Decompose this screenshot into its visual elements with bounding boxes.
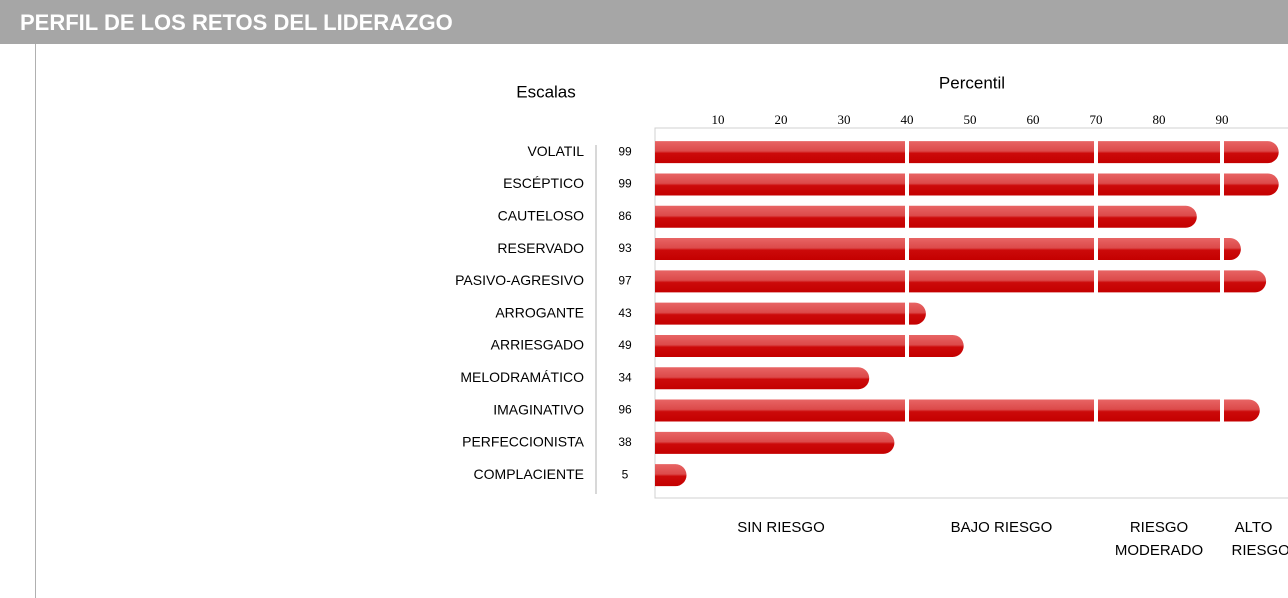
header-title: PERFIL DE LOS RETOS DEL LIDERAZGO: [0, 0, 1288, 44]
frame-line: [35, 44, 36, 598]
category-label: PERFECCIONISTA: [462, 434, 585, 450]
bar: [655, 431, 895, 454]
value-label: 99: [618, 177, 632, 191]
x-tick-label: 10: [712, 112, 725, 127]
x-tick-label: 80: [1153, 112, 1166, 127]
x-tick-label: 70: [1090, 112, 1103, 127]
value-label: 99: [618, 144, 632, 158]
x-tick-label: 60: [1027, 112, 1040, 127]
bar: [655, 238, 1241, 261]
x-tick-label: 30: [838, 112, 851, 127]
zone-label: ALTO RIESGO: [1231, 519, 1288, 559]
category-label: ESCÉPTICO: [503, 175, 584, 191]
bar: [655, 302, 926, 325]
zone-label: RIESGO MODERADO: [1114, 519, 1204, 559]
bar: [655, 464, 687, 487]
value-label: 5: [622, 467, 629, 481]
x-tick-label: 20: [775, 112, 788, 127]
value-label: 97: [618, 274, 632, 288]
bar: [655, 399, 1260, 422]
value-label: 34: [618, 370, 632, 384]
zone-label: BAJO RIESGO: [950, 519, 1053, 536]
category-label: VOLATIL: [527, 143, 584, 159]
category-label: ARROGANTE: [495, 304, 584, 320]
category-label: IMAGINATIVO: [493, 401, 584, 417]
value-label: 38: [618, 435, 632, 449]
x-tick-label: 50: [964, 112, 977, 127]
bar: [655, 334, 964, 357]
value-label: 86: [618, 209, 632, 223]
bar: [655, 270, 1267, 293]
category-label: CAUTELOSO: [498, 207, 584, 223]
bar: [655, 141, 1279, 164]
y-axis-label: Escalas: [516, 82, 576, 101]
value-label: 43: [618, 306, 632, 320]
value-label: 93: [618, 241, 632, 255]
bar: [655, 367, 870, 390]
category-label: MELODRAMÁTICO: [460, 369, 584, 385]
zone-boundary: [905, 136, 909, 492]
value-label: 49: [618, 338, 632, 352]
category-label: PASIVO-AGRESIVO: [455, 272, 584, 288]
zone-boundary: [1094, 136, 1098, 492]
x-axis-label: Percentil: [939, 73, 1005, 92]
bar: [655, 205, 1197, 228]
bar: [655, 173, 1279, 196]
category-label: ARRIESGADO: [491, 337, 584, 353]
category-label: RESERVADO: [497, 240, 584, 256]
x-tick-label: 40: [901, 112, 914, 127]
zone-label: SIN RIESGO: [737, 519, 825, 536]
category-label: COMPLACIENTE: [474, 466, 584, 482]
value-label: 96: [618, 403, 632, 417]
x-tick-label: 90: [1216, 112, 1229, 127]
zone-boundary: [1220, 136, 1224, 492]
